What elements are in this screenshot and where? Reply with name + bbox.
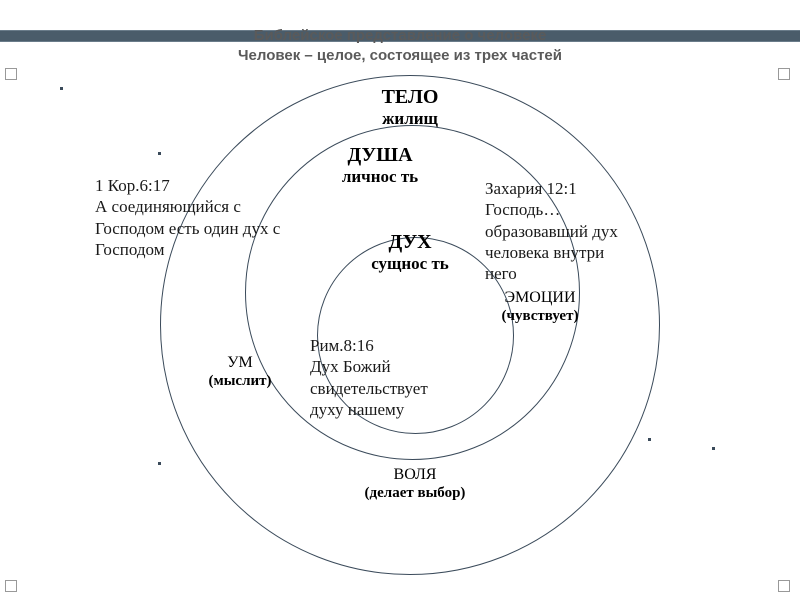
handle-icon xyxy=(5,68,17,80)
zech-l4: него xyxy=(485,264,517,283)
label-soul: ДУША личнос ть xyxy=(320,143,440,187)
diagram-title: Библейское представление о человеке Чело… xyxy=(238,26,562,65)
label-will: ВОЛЯ (делает выбор) xyxy=(335,465,495,502)
dot xyxy=(712,447,715,450)
cor-text: А соединяющийся с Господом есть один дух… xyxy=(95,197,280,259)
label-body: ТЕЛО жилищ xyxy=(350,85,470,129)
rom-l2: свидетельствует xyxy=(310,379,428,398)
will-title: ВОЛЯ xyxy=(335,465,495,484)
dot xyxy=(158,462,161,465)
scripture-cor: 1 Кор.6:17 А соединяющийся с Господом ес… xyxy=(95,175,295,260)
scripture-rom: Рим.8:16 Дух Божий свидетельствует духу … xyxy=(310,335,490,420)
label-mind: УМ (мыслит) xyxy=(190,353,290,390)
scripture-zech: Захария 12:1 Господь… образовавший дух ч… xyxy=(485,178,685,284)
title-line-2: Человек – целое, состоящее из трех часте… xyxy=(238,47,562,64)
dot xyxy=(158,152,161,155)
rom-l1: Дух Божий xyxy=(310,357,391,376)
will-subtitle: (делает выбор) xyxy=(335,484,495,502)
zech-l1: Господь… xyxy=(485,200,560,219)
zech-ref: Захария 12:1 xyxy=(485,179,577,198)
dot xyxy=(648,438,651,441)
spirit-title: ДУХ xyxy=(350,230,470,254)
dot xyxy=(60,87,63,90)
emotions-title: ЭМОЦИИ xyxy=(475,288,605,307)
cor-ref: 1 Кор.6:17 xyxy=(95,176,170,195)
body-title: ТЕЛО xyxy=(350,85,470,109)
emotions-subtitle: (чувствует) xyxy=(475,307,605,325)
mind-title: УМ xyxy=(190,353,290,372)
label-emotions: ЭМОЦИИ (чувствует) xyxy=(475,288,605,325)
handle-icon xyxy=(5,580,17,592)
handle-icon xyxy=(778,580,790,592)
mind-subtitle: (мыслит) xyxy=(190,372,290,390)
handle-icon xyxy=(778,68,790,80)
rom-l3: духу нашему xyxy=(310,400,404,419)
body-subtitle: жилищ xyxy=(350,109,470,129)
spirit-subtitle: сущнос ть xyxy=(368,254,453,274)
label-spirit: ДУХ сущнос ть xyxy=(350,230,470,274)
rom-ref: Рим.8:16 xyxy=(310,336,374,355)
zech-l3: человека внутри xyxy=(485,243,604,262)
soul-title: ДУША xyxy=(320,143,440,167)
soul-subtitle: личнос ть xyxy=(340,167,420,187)
title-line-1: Библейское представление о человеке xyxy=(254,27,547,44)
zech-l2: образовавший дух xyxy=(485,222,618,241)
